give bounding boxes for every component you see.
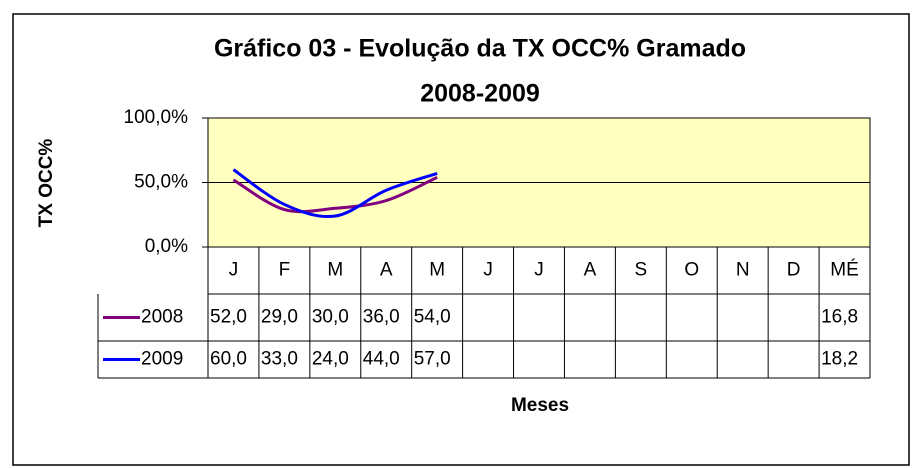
- y-tick-label: 0,0%: [145, 236, 188, 257]
- legend-label: 2008: [141, 307, 183, 328]
- x-tick-label: A: [584, 260, 597, 281]
- data-label: 29,0: [261, 307, 298, 328]
- x-axis-title: Meses: [511, 395, 569, 416]
- data-label: 18,2: [821, 349, 858, 370]
- data-label: 60,0: [210, 349, 247, 370]
- x-tick-label: J: [534, 260, 544, 281]
- x-tick-label: M: [327, 260, 343, 281]
- y-tick-label: 100,0%: [124, 107, 189, 128]
- x-tick-label: J: [229, 260, 239, 281]
- data-label: 33,0: [261, 349, 298, 370]
- y-tick-label: 50,0%: [134, 172, 188, 193]
- data-label: 54,0: [414, 307, 451, 328]
- data-label: 16,8: [821, 307, 858, 328]
- x-tick-label: D: [787, 260, 801, 281]
- y-axis-title: TX OCC%: [36, 139, 57, 228]
- chart-title: 2008-2009: [420, 80, 540, 108]
- data-label: 44,0: [363, 349, 400, 370]
- legend-label: 2009: [141, 349, 183, 370]
- data-label: 30,0: [312, 307, 349, 328]
- x-tick-label: A: [380, 260, 393, 281]
- chart-title: Gráfico 03 - Evolução da TX OCC% Gramado: [214, 35, 746, 63]
- x-tick-label: F: [279, 260, 291, 281]
- data-label: 57,0: [414, 349, 451, 370]
- data-label: 36,0: [363, 307, 400, 328]
- x-tick-label: O: [684, 260, 699, 281]
- x-tick-label: MÉ: [830, 260, 859, 281]
- x-tick-label: J: [483, 260, 493, 281]
- x-tick-label: S: [635, 260, 648, 281]
- x-tick-label: N: [736, 260, 750, 281]
- data-label: 24,0: [312, 349, 349, 370]
- data-label: 52,0: [210, 307, 247, 328]
- x-tick-label: M: [429, 260, 445, 281]
